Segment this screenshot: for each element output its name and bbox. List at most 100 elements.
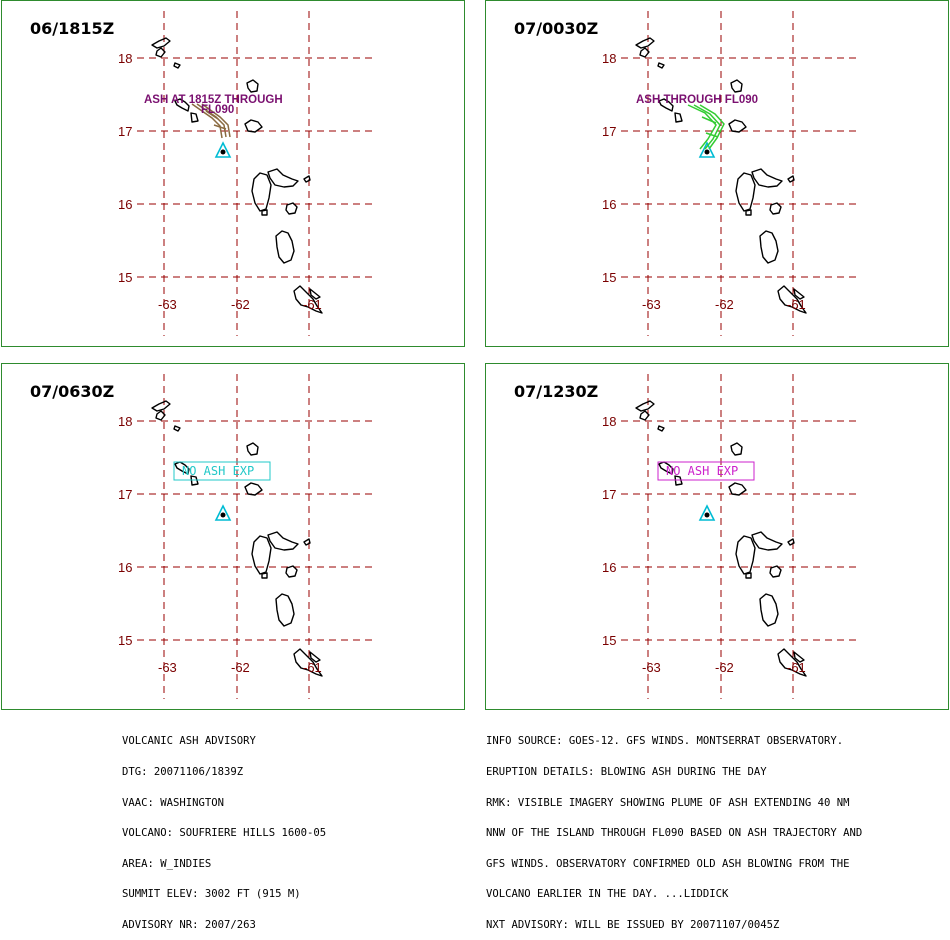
panel-title: 07/0030Z (514, 19, 599, 38)
latitude-label: 17 (118, 487, 132, 502)
ash-label: ASH AT 1815Z THROUGH (144, 94, 283, 106)
longitude-label: -63 (642, 297, 661, 312)
longitude-label: -61 (787, 660, 806, 675)
island-outline (745, 572, 752, 579)
advisory-line: SUMMIT ELEV: 3002 FT (915 M) (122, 888, 301, 901)
latitude-label: 18 (602, 51, 616, 66)
panel-title: 06/1815Z (30, 19, 115, 38)
advisory-details: INFO SOURCE: GOES-12. GFS WINDS. MONTSER… (486, 716, 862, 940)
advisory-line: VOLCANIC ASH ADVISORY (122, 735, 256, 748)
island-outline (267, 168, 299, 188)
ash-plume-hatch (191, 103, 223, 139)
island-outline (735, 535, 756, 575)
island-outline (658, 98, 674, 112)
panel-title: 07/0630Z (30, 382, 115, 401)
island-outline (657, 425, 665, 432)
advisory-line: GFS WINDS. OBSERVATORY CONFIRMED OLD ASH… (486, 857, 850, 870)
island-outline (155, 410, 166, 421)
island-outline (285, 202, 298, 215)
island-outline (759, 230, 779, 264)
latitude-label: 15 (602, 270, 616, 285)
volcano-dot (220, 512, 226, 518)
longitude-label: -63 (158, 297, 177, 312)
latitude-label: 17 (602, 487, 616, 502)
volcano-dot (704, 512, 710, 518)
island-outline (787, 175, 795, 183)
volcano-marker (214, 141, 232, 158)
latitude-label: 17 (118, 124, 132, 139)
longitude-label: -61 (303, 297, 322, 312)
map-panel-4: 18 17 16 15 -63 -62 -61 NO ASH EXP 07/1230Z (485, 363, 949, 710)
panel-title: 07/1230Z (514, 382, 599, 401)
map-panel-3: 18 17 16 15 -63 -62 -61 NO ASH EXP 07/0630Z (1, 363, 465, 710)
island-outline (251, 535, 272, 575)
island-outline (793, 288, 805, 300)
island-outline (244, 119, 263, 133)
island-outline (244, 482, 263, 496)
map-svg: 18 17 16 15 -63 -62 -61 ASH THROUGH FL090 (602, 11, 856, 336)
map-svg: 18 17 16 15 -63 -62 -61 NO ASH EXP (602, 374, 856, 699)
advisory-line: AREA: W_INDIES (122, 857, 212, 870)
longitude-label: -63 (642, 660, 661, 675)
latitude-label: 15 (118, 270, 132, 285)
ash-plume-hatch (201, 103, 231, 138)
island-outline (246, 79, 259, 93)
island-outline (728, 119, 747, 133)
ash-plume-hatch (701, 116, 717, 124)
advisory-line: DTG: 20071106/1839Z (122, 766, 244, 779)
island-outline (730, 79, 743, 93)
ash-plume-hatch (205, 110, 219, 120)
island-outline (246, 442, 259, 456)
island-outline (728, 482, 747, 496)
ash-plume-hatch (699, 104, 725, 150)
island-outline (769, 202, 782, 215)
island-outline (309, 651, 321, 663)
island-outline (155, 47, 166, 58)
latitude-label: 18 (602, 414, 616, 429)
advisory-line: NXT ADVISORY: WILL BE ISSUED BY 20071107… (486, 919, 780, 932)
island-outline (293, 285, 323, 314)
island-outline (190, 112, 199, 123)
island-outline (777, 285, 807, 314)
island-outline (190, 475, 199, 486)
latitude-label: 16 (602, 197, 616, 212)
island-outline (657, 62, 665, 69)
latitude-label: 18 (118, 51, 132, 66)
island-outline (635, 400, 655, 412)
advisory-line: NNW OF THE ISLAND THROUGH FL090 BASED ON… (486, 827, 863, 840)
ash-plume-hatch (693, 104, 721, 150)
island-outline (735, 172, 756, 212)
map-svg: 18 17 16 15 -63 -62 -61 NO ASH EXP (118, 374, 372, 699)
advisory-line: VAAC: WASHINGTON (122, 796, 225, 809)
latitude-label: 16 (602, 560, 616, 575)
latitude-label: 16 (118, 560, 132, 575)
advisory-line: VOLCANO EARLIER IN THE DAY. ...LIDDICK (486, 888, 729, 901)
latitude-label: 18 (118, 414, 132, 429)
island-outline (174, 98, 190, 112)
ash-plume-hatch (705, 132, 719, 138)
advisory-header: VOLCANIC ASH ADVISORY DTG: 20071106/1839… (122, 716, 326, 940)
latitude-label: 15 (602, 633, 616, 648)
volcano-marker (698, 141, 716, 158)
latitude-label: 17 (602, 124, 616, 139)
island-outline (745, 209, 752, 216)
island-outline (777, 648, 807, 677)
island-outline (275, 593, 295, 627)
longitude-label: -62 (715, 297, 734, 312)
island-outline (261, 209, 268, 216)
island-outline (151, 37, 171, 49)
longitude-label: -62 (715, 660, 734, 675)
island-outline (309, 288, 321, 300)
longitude-label: -61 (787, 297, 806, 312)
ash-plume-hatch (213, 124, 227, 130)
longitude-label: -61 (303, 660, 322, 675)
ash-forecast-label: NO ASH EXP (182, 464, 254, 478)
island-outline (267, 531, 299, 551)
volcano-marker (214, 504, 232, 521)
ash-forecast-box (657, 461, 755, 481)
advisory-line: ERUPTION DETAILS: BLOWING ASH DURING THE… (486, 766, 767, 779)
ash-label: ASH THROUGH FL090 (636, 94, 758, 106)
ash-forecast-box (173, 461, 271, 481)
island-outline (751, 168, 783, 188)
advisory-line: VOLCANO: SOUFRIERE HILLS 1600-05 (122, 827, 327, 840)
